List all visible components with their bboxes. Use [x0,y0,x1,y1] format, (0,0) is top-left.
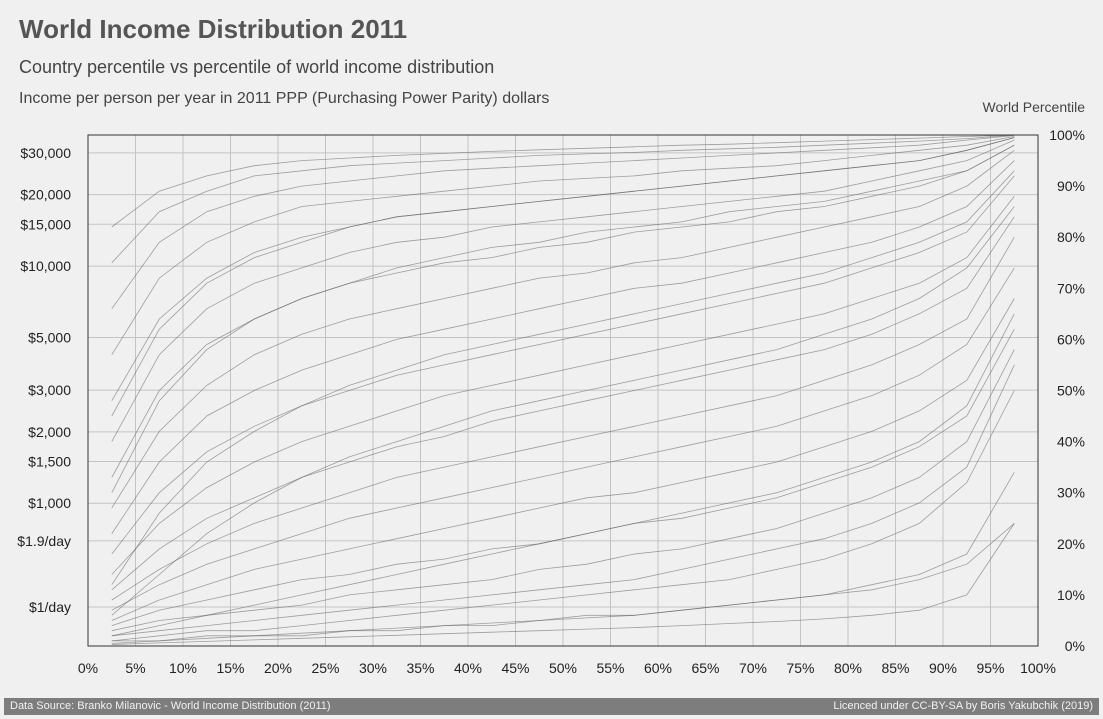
series-line-8 [111,216,1015,591]
series-line-1 [111,390,1015,642]
right-y-tick-label-5: 50% [1057,383,1085,399]
series-line-23 [111,144,1015,493]
x-tick-label-4: 20% [264,660,292,676]
x-tick-label-15: 75% [786,660,814,676]
series-line-10 [111,175,1015,555]
series-line-19 [111,134,1015,228]
x-tick-label-20: 100% [1020,660,1056,676]
x-tick-label-3: 15% [216,660,244,676]
x-tick-label-13: 65% [691,660,719,676]
left-y-tick-label-0: $30,000 [20,145,71,161]
country-series-lines [111,134,1015,645]
x-tick-label-5: 25% [311,660,339,676]
series-line-0 [111,472,1015,642]
right-y-tick-label-8: 80% [1057,229,1085,245]
right-y-tick-label-3: 30% [1057,485,1085,501]
left-y-tick-label-1: $20,000 [20,187,71,203]
series-line-7 [111,236,1015,601]
right-y-tick-label-4: 40% [1057,434,1085,450]
left-y-tick-label-8: $1,000 [28,495,71,511]
x-tick-label-17: 85% [881,660,909,676]
series-line-3 [111,349,1015,632]
right-y-tick-label-2: 20% [1057,536,1085,552]
left-y-tick-label-10: $1/day [29,599,71,615]
series-line-22 [111,170,1015,585]
x-tick-label-6: 30% [359,660,387,676]
x-tick-label-12: 60% [644,660,672,676]
chart-title: World Income Distribution 2011 [19,14,408,44]
license-note: Licenced under CC-BY-SA by Boris Yakubch… [833,700,1093,712]
x-tick-label-2: 10% [169,660,197,676]
series-line-24 [111,137,1015,417]
left-y-tick-label-7: $1,500 [28,453,71,469]
grid-lines [87,135,1039,646]
x-tick-label-7: 35% [406,660,434,676]
x-tick-label-9: 45% [501,660,529,676]
right-axis-title: World Percentile [982,99,1085,115]
right-y-tick-label-0: 0% [1065,638,1085,654]
series-line-18 [111,134,1015,264]
right-y-tick-label-7: 70% [1057,280,1085,296]
footer-bar: Data Source: Branko Milanovic - World In… [4,698,1099,715]
left-y-tick-label-5: $3,000 [28,382,71,398]
series-line-12 [111,149,1015,509]
left-y-tick-label-2: $15,000 [20,216,71,232]
series-line-20 [111,313,1015,637]
left-y-tick-label-4: $5,000 [28,329,71,345]
series-line-2 [111,364,1015,637]
chart-subtitle: Country percentile vs percentile of worl… [19,57,495,77]
series-line-25 [111,523,1015,644]
series-line-16 [111,136,1015,355]
y-axis-unit-label: Income per person per year in 2011 PPP (… [19,90,550,107]
x-tick-label-0: 0% [78,660,98,676]
right-y-axis-ticks: 0% 10% 20% 30% 40% 50% 60% 70% 80% 90% 100% [1049,127,1085,654]
series-line-9 [111,196,1015,575]
x-tick-label-10: 50% [549,660,577,676]
right-y-tick-label-1: 10% [1057,587,1085,603]
income-distribution-chart: 0% 5% 10% 15% 20% 25% 30% 35% 40% 45% 50% 55% 60% 65%… [17,127,1085,676]
data-source: Data Source: Branko Milanovic - World In… [10,700,331,712]
right-y-tick-label-10: 100% [1049,127,1085,143]
x-tick-label-16: 80% [834,660,862,676]
left-y-axis-ticks: $30,000 $20,000 $15,000 $10,000 $5,000 $3,000… [17,145,71,615]
x-tick-label-19: 95% [976,660,1004,676]
x-tick-label-8: 40% [454,660,482,676]
right-y-tick-label-6: 60% [1057,331,1085,347]
right-y-tick-label-9: 90% [1057,178,1085,194]
plot-frame [87,134,1039,647]
series-line-5 [111,298,1015,621]
left-y-tick-label-3: $10,000 [20,258,71,274]
series-line-6 [111,267,1015,611]
series-line-21 [111,206,1015,616]
x-tick-label-14: 70% [739,660,767,676]
left-y-tick-label-6: $2,000 [28,424,71,440]
x-tick-label-11: 55% [596,660,624,676]
x-tick-label-1: 5% [125,660,145,676]
series-line-14 [111,139,1015,442]
x-tick-label-18: 90% [929,660,957,676]
x-axis-ticks: 0% 5% 10% 15% 20% 25% 30% 35% 40% 45% 50% 55% 60% 65%… [78,660,1056,676]
series-line-26 [111,523,1015,645]
left-y-tick-label-9: $1.9/day [17,533,71,549]
series-line-17 [111,135,1015,309]
series-line-11 [111,160,1015,534]
